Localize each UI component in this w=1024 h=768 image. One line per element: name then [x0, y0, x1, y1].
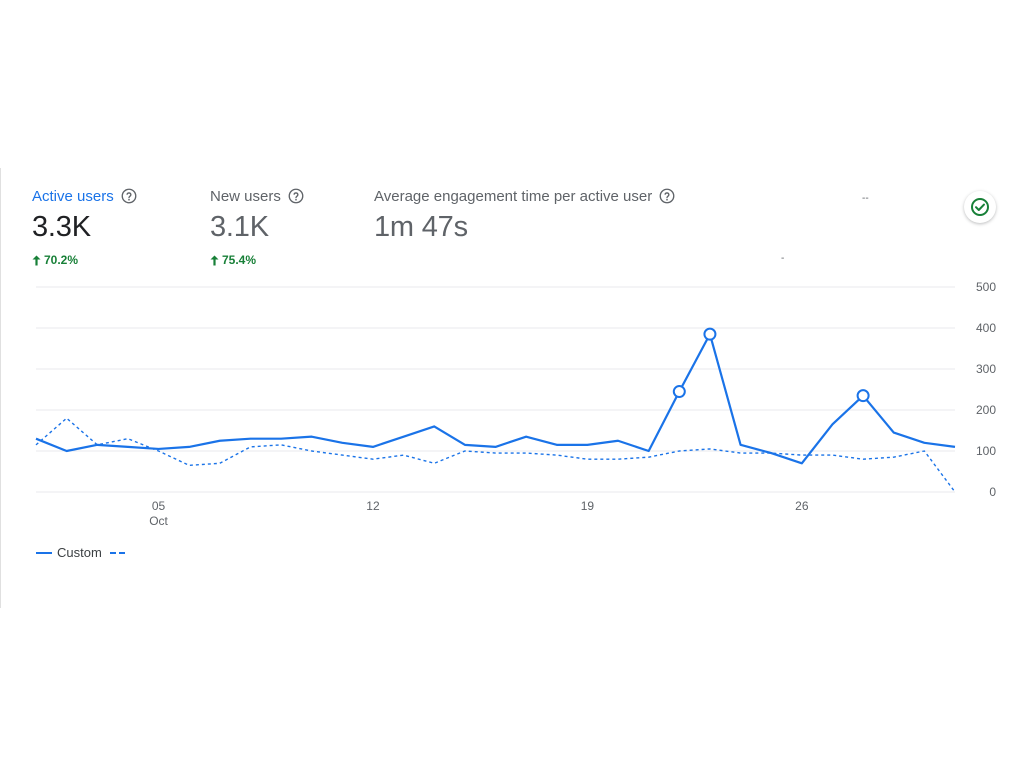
y-tick-label: 500	[976, 280, 996, 294]
metric-value: 3.3K	[32, 211, 91, 243]
status-button[interactable]	[964, 191, 996, 223]
metric-label-row: Active users	[32, 187, 138, 205]
series-line-dashed	[35, 417, 956, 493]
y-tick-label: 100	[976, 444, 996, 458]
x-tick-label: 26	[795, 499, 809, 513]
metric-label-row: New users	[210, 187, 305, 205]
series-line-custom	[35, 333, 956, 465]
y-tick-label: 200	[976, 403, 996, 417]
legend-solid-swatch	[36, 551, 52, 554]
help-circle-icon[interactable]	[658, 187, 676, 205]
legend-label: Custom	[57, 545, 102, 560]
arrow-up-icon	[32, 255, 41, 265]
y-tick-label: 400	[976, 321, 996, 335]
metric-label-row: Average engagement time per active user	[374, 187, 676, 205]
help-circle-icon[interactable]	[120, 187, 138, 205]
x-tick-sublabel: Oct	[149, 514, 168, 528]
metric-value: 3.1K	[210, 211, 269, 243]
metric-engagement-time[interactable]: Average engagement time per active user …	[374, 187, 676, 244]
arrow-up-icon	[210, 255, 219, 265]
x-tick-label: 05	[152, 499, 166, 513]
check-circle-icon	[971, 198, 989, 216]
y-tick-label: 300	[976, 362, 996, 376]
metric-change: 75.4%	[210, 253, 305, 267]
data-point-marker	[703, 327, 717, 341]
metric-label: New users	[210, 187, 281, 205]
metric-label: Average engagement time per active user	[374, 187, 653, 205]
panel-left-border	[0, 168, 1, 608]
metric-change-value: 70.2%	[44, 253, 79, 267]
data-point-marker	[856, 389, 870, 403]
help-circle-icon[interactable]	[287, 187, 305, 205]
x-tick-label: 19	[581, 499, 595, 513]
data-point-marker	[672, 385, 686, 399]
metric-change: 70.2%	[32, 253, 138, 267]
metric-value: 1m 47s	[374, 211, 468, 243]
metric-new-users[interactable]: New users 3.1K 75.4%	[210, 187, 305, 267]
legend-dashed-swatch	[109, 551, 125, 554]
metric-label: Active users	[32, 187, 114, 205]
chart-legend: Custom	[36, 545, 125, 560]
metric-active-users[interactable]: Active users 3.3K 70.2%	[32, 187, 138, 267]
y-tick-label: 0	[989, 485, 996, 499]
dash-mark: -	[781, 253, 785, 264]
x-tick-label: 12	[366, 499, 380, 513]
dash-mark: --	[862, 193, 869, 204]
metric-change-value: 75.4%	[222, 253, 257, 267]
